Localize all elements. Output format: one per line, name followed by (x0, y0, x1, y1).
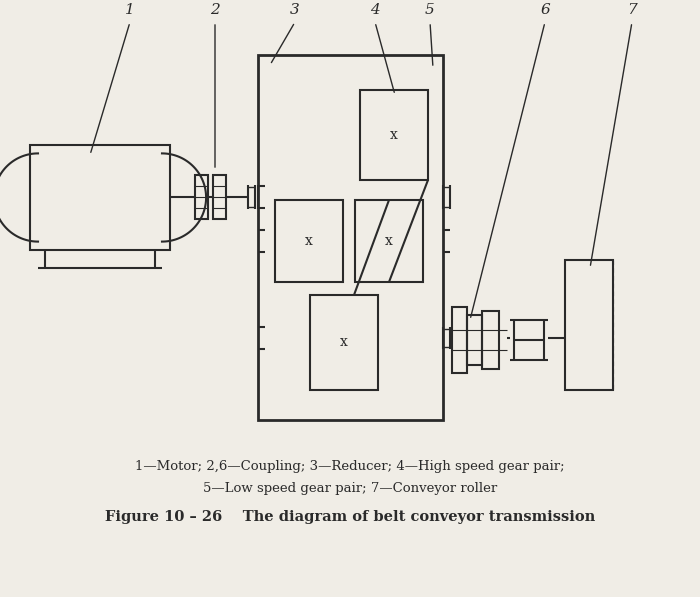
Text: 1—Motor; 2,6—Coupling; 3—Reducer; 4—High speed gear pair;: 1—Motor; 2,6—Coupling; 3—Reducer; 4—High… (135, 460, 565, 473)
Bar (467, 315, 482, 365)
Bar (452, 307, 467, 373)
Text: x: x (305, 234, 313, 248)
Text: 7: 7 (627, 3, 637, 17)
Text: x: x (385, 234, 393, 248)
Bar (310, 295, 378, 390)
Text: 4: 4 (370, 3, 380, 17)
Text: 1: 1 (125, 3, 135, 17)
Text: 5: 5 (425, 3, 435, 17)
Text: x: x (340, 336, 348, 349)
Text: 2: 2 (210, 3, 220, 17)
Bar (482, 311, 499, 369)
Text: x: x (390, 128, 398, 142)
Bar (355, 200, 423, 282)
Text: Figure 10 – 26    The diagram of belt conveyor transmission: Figure 10 – 26 The diagram of belt conve… (105, 510, 595, 524)
Text: 6: 6 (540, 3, 550, 17)
Text: 3: 3 (290, 3, 300, 17)
Bar (360, 90, 428, 180)
Bar (195, 175, 208, 219)
Bar (275, 200, 343, 282)
Bar (30, 145, 170, 250)
Bar (565, 260, 613, 390)
Bar (213, 175, 226, 219)
Bar (258, 55, 443, 420)
Text: 5—Low speed gear pair; 7—Conveyor roller: 5—Low speed gear pair; 7—Conveyor roller (203, 482, 497, 495)
